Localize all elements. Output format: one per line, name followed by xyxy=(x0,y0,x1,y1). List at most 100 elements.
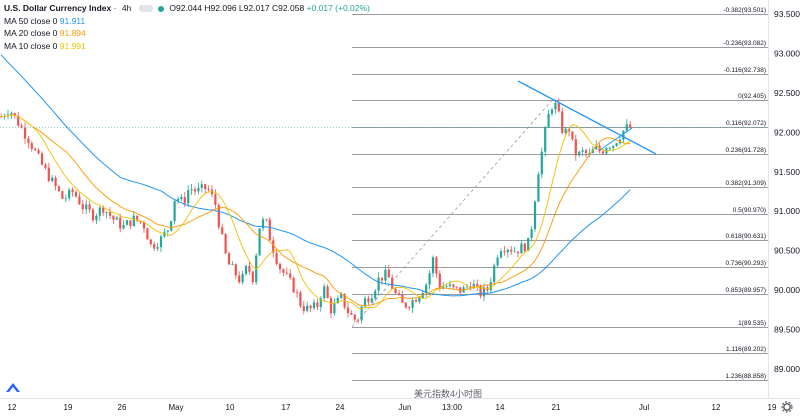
candle-body[interactable] xyxy=(326,286,329,298)
ma10-line[interactable] xyxy=(1,114,631,310)
candle-body[interactable] xyxy=(23,127,27,139)
trendline[interactable] xyxy=(517,80,657,155)
candle-body[interactable] xyxy=(445,286,448,288)
candle-body[interactable] xyxy=(241,274,244,283)
candle-body[interactable] xyxy=(54,177,57,187)
candle-body[interactable] xyxy=(306,305,309,311)
eye-toggle-icon[interactable] xyxy=(138,5,153,13)
candle-body[interactable] xyxy=(187,190,190,204)
ma20-line[interactable] xyxy=(1,114,631,307)
candle-body[interactable] xyxy=(360,306,363,321)
candle-body[interactable] xyxy=(309,305,312,309)
candle-body[interactable] xyxy=(204,184,207,190)
candle-body[interactable] xyxy=(367,298,370,303)
candle-body[interactable] xyxy=(465,286,469,288)
candle-body[interactable] xyxy=(295,292,299,294)
candle-body[interactable] xyxy=(183,197,186,204)
candle-body[interactable] xyxy=(312,302,316,309)
candle-body[interactable] xyxy=(268,219,271,241)
candle-body[interactable] xyxy=(47,167,50,182)
candle-body[interactable] xyxy=(561,111,564,133)
candle-body[interactable] xyxy=(227,253,231,265)
candle-body[interactable] xyxy=(438,273,441,289)
candle-body[interactable] xyxy=(567,128,571,132)
settings-gear-icon[interactable] xyxy=(781,401,793,413)
candle-body[interactable] xyxy=(370,298,373,303)
candle-body[interactable] xyxy=(435,257,438,274)
candle-body[interactable] xyxy=(601,151,605,154)
candle-body[interactable] xyxy=(122,224,125,229)
candle-body[interactable] xyxy=(595,145,598,150)
candle-body[interactable] xyxy=(10,113,13,115)
candle-body[interactable] xyxy=(34,148,37,151)
candle-body[interactable] xyxy=(261,219,265,229)
candle-body[interactable] xyxy=(340,293,343,299)
candle-body[interactable] xyxy=(27,138,30,144)
candle-body[interactable] xyxy=(81,204,84,210)
candle-body[interactable] xyxy=(452,284,455,287)
candle-body[interactable] xyxy=(200,184,203,188)
candle-body[interactable] xyxy=(316,302,319,308)
candle-body[interactable] xyxy=(479,285,482,297)
candle-body[interactable] xyxy=(163,231,166,237)
candle-body[interactable] xyxy=(244,265,248,275)
candle-body[interactable] xyxy=(85,204,88,210)
candle-body[interactable] xyxy=(136,215,139,221)
candle-body[interactable] xyxy=(64,198,67,200)
candle-body[interactable] xyxy=(153,244,156,249)
candle-body[interactable] xyxy=(91,209,95,221)
tradingview-logo-icon[interactable] xyxy=(4,380,22,394)
candle-body[interactable] xyxy=(346,307,350,314)
candle-body[interactable] xyxy=(132,215,135,226)
candle-body[interactable] xyxy=(37,150,40,154)
candle-body[interactable] xyxy=(496,257,499,266)
candle-body[interactable] xyxy=(44,164,47,168)
candle-body[interactable] xyxy=(530,229,533,238)
candle-body[interactable] xyxy=(302,306,305,311)
candle-body[interactable] xyxy=(142,222,146,229)
candle-body[interactable] xyxy=(231,264,234,266)
candle-body[interactable] xyxy=(363,298,367,307)
candle-body[interactable] xyxy=(319,298,322,308)
candle-body[interactable] xyxy=(170,221,173,231)
candle-body[interactable] xyxy=(380,277,384,281)
candle-body[interactable] xyxy=(224,234,227,254)
candle-body[interactable] xyxy=(550,109,554,114)
ma20-legend[interactable]: MA 20 close 0 91.894 xyxy=(4,28,86,38)
candle-body[interactable] xyxy=(608,147,611,149)
candle-body[interactable] xyxy=(190,189,193,191)
candle-body[interactable] xyxy=(112,215,115,220)
candle-body[interactable] xyxy=(176,198,180,201)
candle-body[interactable] xyxy=(472,283,475,289)
candle-body[interactable] xyxy=(193,189,197,192)
candle-body[interactable] xyxy=(0,116,3,118)
candle-body[interactable] xyxy=(292,277,295,293)
candle-body[interactable] xyxy=(554,102,557,110)
candle-body[interactable] xyxy=(289,273,292,278)
candle-body[interactable] xyxy=(523,243,526,251)
candle-body[interactable] xyxy=(591,149,594,153)
candle-body[interactable] xyxy=(391,277,394,289)
candle-body[interactable] xyxy=(411,300,414,308)
candle-body[interactable] xyxy=(574,139,577,156)
candle-body[interactable] xyxy=(282,269,285,273)
candle-body[interactable] xyxy=(102,207,105,213)
candle-body[interactable] xyxy=(448,284,452,287)
candle-body[interactable] xyxy=(71,189,74,193)
candle-body[interactable] xyxy=(425,284,428,294)
candle-body[interactable] xyxy=(510,249,513,252)
candle-body[interactable] xyxy=(397,293,401,295)
ma50-line[interactable] xyxy=(0,54,631,297)
candle-body[interactable] xyxy=(13,113,16,116)
candle-body[interactable] xyxy=(333,303,336,314)
candle-body[interactable] xyxy=(584,150,588,154)
candle-body[interactable] xyxy=(408,307,411,309)
candle-body[interactable] xyxy=(278,263,282,270)
candle-body[interactable] xyxy=(95,215,98,221)
candle-body[interactable] xyxy=(17,115,20,126)
candle-body[interactable] xyxy=(173,200,176,222)
candle-body[interactable] xyxy=(493,265,496,282)
candle-body[interactable] xyxy=(537,174,540,202)
candle-body[interactable] xyxy=(547,113,550,128)
candle-body[interactable] xyxy=(98,207,101,216)
